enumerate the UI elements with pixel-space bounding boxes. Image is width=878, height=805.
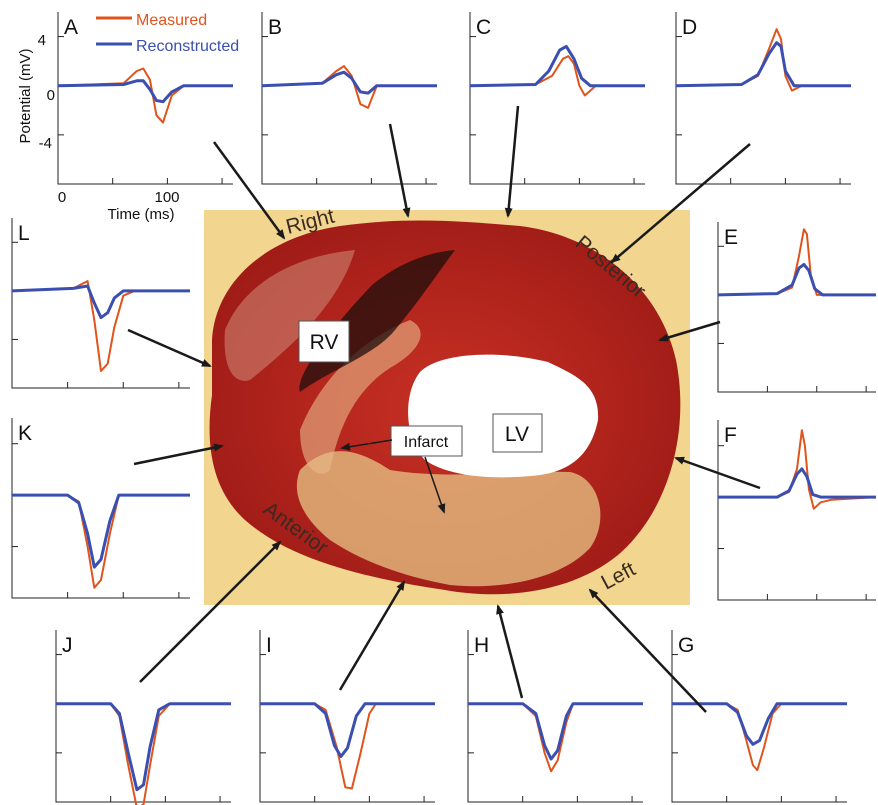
panel-b-letter: B bbox=[268, 16, 282, 39]
panel-l-reconstructed-line bbox=[11, 284, 190, 320]
panel-d-reconstructed-line bbox=[675, 41, 851, 88]
panel-g-letter: G bbox=[678, 634, 694, 657]
legend-measured-label: Measured bbox=[136, 12, 207, 29]
panel-a-letter: A bbox=[64, 16, 78, 39]
y-tick-4: 4 bbox=[38, 32, 46, 49]
panel-d-letter: D bbox=[682, 16, 697, 39]
y-tick-0: 0 bbox=[47, 87, 55, 104]
legend: Measured Reconstructed bbox=[96, 12, 239, 55]
panel-f-reconstructed-line bbox=[718, 467, 876, 499]
panel-c: C bbox=[469, 12, 645, 185]
panel-b: B bbox=[261, 12, 437, 185]
arrow-F bbox=[674, 456, 761, 490]
panel-f-letter: F bbox=[724, 424, 737, 447]
panel-a: A bbox=[57, 12, 233, 185]
arrow-A bbox=[212, 141, 286, 240]
y-axis-label: Potential (mV) bbox=[17, 48, 34, 143]
panel-j: J bbox=[55, 630, 231, 805]
panel-i-reconstructed-line bbox=[260, 702, 435, 758]
infarct-pointer-1 bbox=[340, 439, 393, 451]
lv-label-box bbox=[492, 413, 543, 453]
panel-g: G bbox=[671, 630, 847, 803]
panel-e-measured-line bbox=[717, 228, 876, 296]
panel-b-reconstructed-line bbox=[261, 70, 437, 95]
infarct-label: Infarct bbox=[404, 434, 449, 451]
panel-k-letter: K bbox=[18, 422, 32, 445]
infarct-band bbox=[300, 320, 421, 474]
panel-e-axes bbox=[717, 222, 876, 393]
panel-d: D bbox=[675, 12, 851, 185]
panel-b-axes bbox=[261, 12, 437, 185]
arrow-G bbox=[588, 588, 707, 713]
x-tick-100: 100 bbox=[154, 189, 179, 206]
arrow-L bbox=[127, 328, 212, 368]
infarct-pointer-2 bbox=[424, 456, 446, 514]
panel-i: I bbox=[259, 630, 435, 803]
arrow-B bbox=[388, 123, 411, 218]
rv-label-box bbox=[298, 320, 350, 363]
panel-l-axes bbox=[11, 218, 190, 389]
arrow-H bbox=[496, 604, 524, 699]
arrow-K bbox=[133, 443, 224, 466]
panel-f: F bbox=[717, 420, 877, 601]
panel-k-measured-line bbox=[12, 494, 190, 589]
panel-a-measured-line bbox=[57, 67, 233, 124]
rv-tissue-highlight bbox=[224, 250, 355, 381]
arrow-D bbox=[610, 143, 751, 264]
panel-l-measured-line bbox=[11, 280, 190, 372]
panel-c-letter: C bbox=[476, 16, 491, 39]
panel-d-axes bbox=[675, 12, 851, 185]
panel-i-letter: I bbox=[266, 634, 272, 657]
panel-g-axes bbox=[671, 630, 847, 803]
ecg-panels: A B C D E F G H I J K L bbox=[11, 12, 877, 805]
panel-a-reconstructed-line bbox=[57, 79, 233, 104]
panel-l: L bbox=[11, 218, 190, 389]
panel-d-measured-line bbox=[675, 28, 851, 92]
legend-reconstructed-label: Reconstructed bbox=[136, 38, 239, 55]
panel-g-reconstructed-line bbox=[672, 702, 847, 746]
x-tick-0: 0 bbox=[58, 189, 66, 206]
panel-l-letter: L bbox=[18, 222, 30, 245]
panel-h-letter: H bbox=[474, 634, 489, 657]
x-axis-label: Time (ms) bbox=[108, 206, 175, 223]
panel-h-measured-line bbox=[468, 702, 643, 773]
infarct-region bbox=[296, 451, 601, 587]
panel-e-reconstructed-line bbox=[717, 263, 876, 297]
infarct-label-box bbox=[390, 425, 463, 457]
panel-e: E bbox=[717, 222, 876, 393]
panel-k-axes bbox=[11, 418, 190, 599]
arrow-I bbox=[338, 580, 406, 691]
panel-h-reconstructed-line bbox=[468, 702, 643, 761]
heart-cross-section bbox=[209, 220, 681, 595]
panel-k: K bbox=[11, 418, 190, 599]
panel-h-axes bbox=[467, 630, 643, 803]
panel-c-axes bbox=[469, 12, 645, 185]
panel-h: H bbox=[467, 630, 643, 803]
panel-e-letter: E bbox=[724, 226, 738, 249]
arrow-J bbox=[139, 540, 282, 683]
panel-c-reconstructed-line bbox=[469, 44, 645, 88]
panel-k-reconstructed-line bbox=[12, 493, 190, 569]
panel-j-letter: J bbox=[62, 634, 73, 657]
panel-arrows bbox=[127, 105, 761, 713]
panel-f-axes bbox=[717, 420, 876, 601]
lv-label: LV bbox=[505, 423, 529, 446]
arrow-E bbox=[658, 320, 721, 342]
panel-j-reconstructed-line bbox=[56, 702, 231, 792]
panel-c-measured-line bbox=[469, 55, 645, 97]
y-tick-minus4: -4 bbox=[39, 135, 52, 152]
panel-i-axes bbox=[259, 630, 435, 803]
rv-label: RV bbox=[310, 331, 339, 354]
panel-j-measured-line bbox=[56, 702, 231, 805]
arrow-C bbox=[504, 105, 520, 218]
